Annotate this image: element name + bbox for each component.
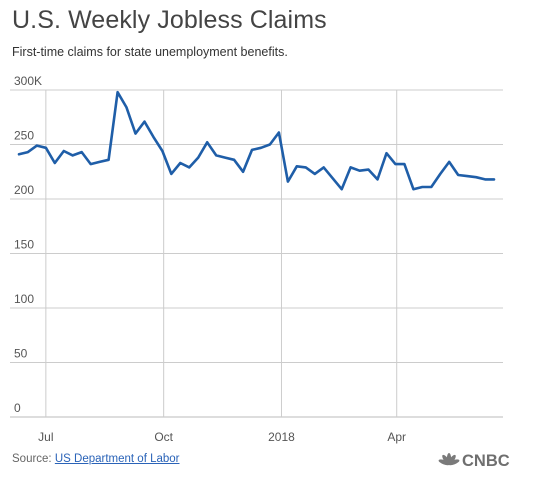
x-tick-label: Oct	[154, 430, 173, 444]
y-tick-label: 100	[14, 292, 34, 306]
y-tick-label: 0	[14, 401, 21, 415]
y-tick-label: 150	[14, 238, 34, 252]
cnbc-logo: CNBC	[438, 452, 510, 470]
x-tick-label: Apr	[387, 430, 406, 444]
chart-title: U.S. Weekly Jobless Claims	[12, 6, 327, 34]
peacock-icon	[438, 453, 460, 466]
source-label: Source:	[12, 453, 52, 465]
y-tick-label: 300K	[14, 74, 42, 88]
chart-subtitle: First-time claims for state unemployment…	[12, 45, 288, 59]
cnbc-wordmark: CNBC	[462, 452, 510, 470]
x-axis-labels: Jul Oct 2018 Apr	[38, 430, 406, 444]
series-layer	[17, 90, 496, 191]
source-link[interactable]: US Department of Labor	[54, 453, 180, 465]
y-tick-label: 250	[14, 129, 34, 143]
y-tick-label: 50	[14, 347, 28, 361]
y-axis-labels: 0 50 100 150 200 250 300K	[14, 74, 42, 415]
source-note: Source: US Department of Labor	[12, 453, 180, 465]
gridlines	[10, 89, 503, 418]
series-line	[17, 90, 496, 191]
x-tick-label: 2018	[268, 430, 295, 444]
x-tick-label: Jul	[38, 430, 53, 444]
y-tick-label: 200	[14, 183, 34, 197]
